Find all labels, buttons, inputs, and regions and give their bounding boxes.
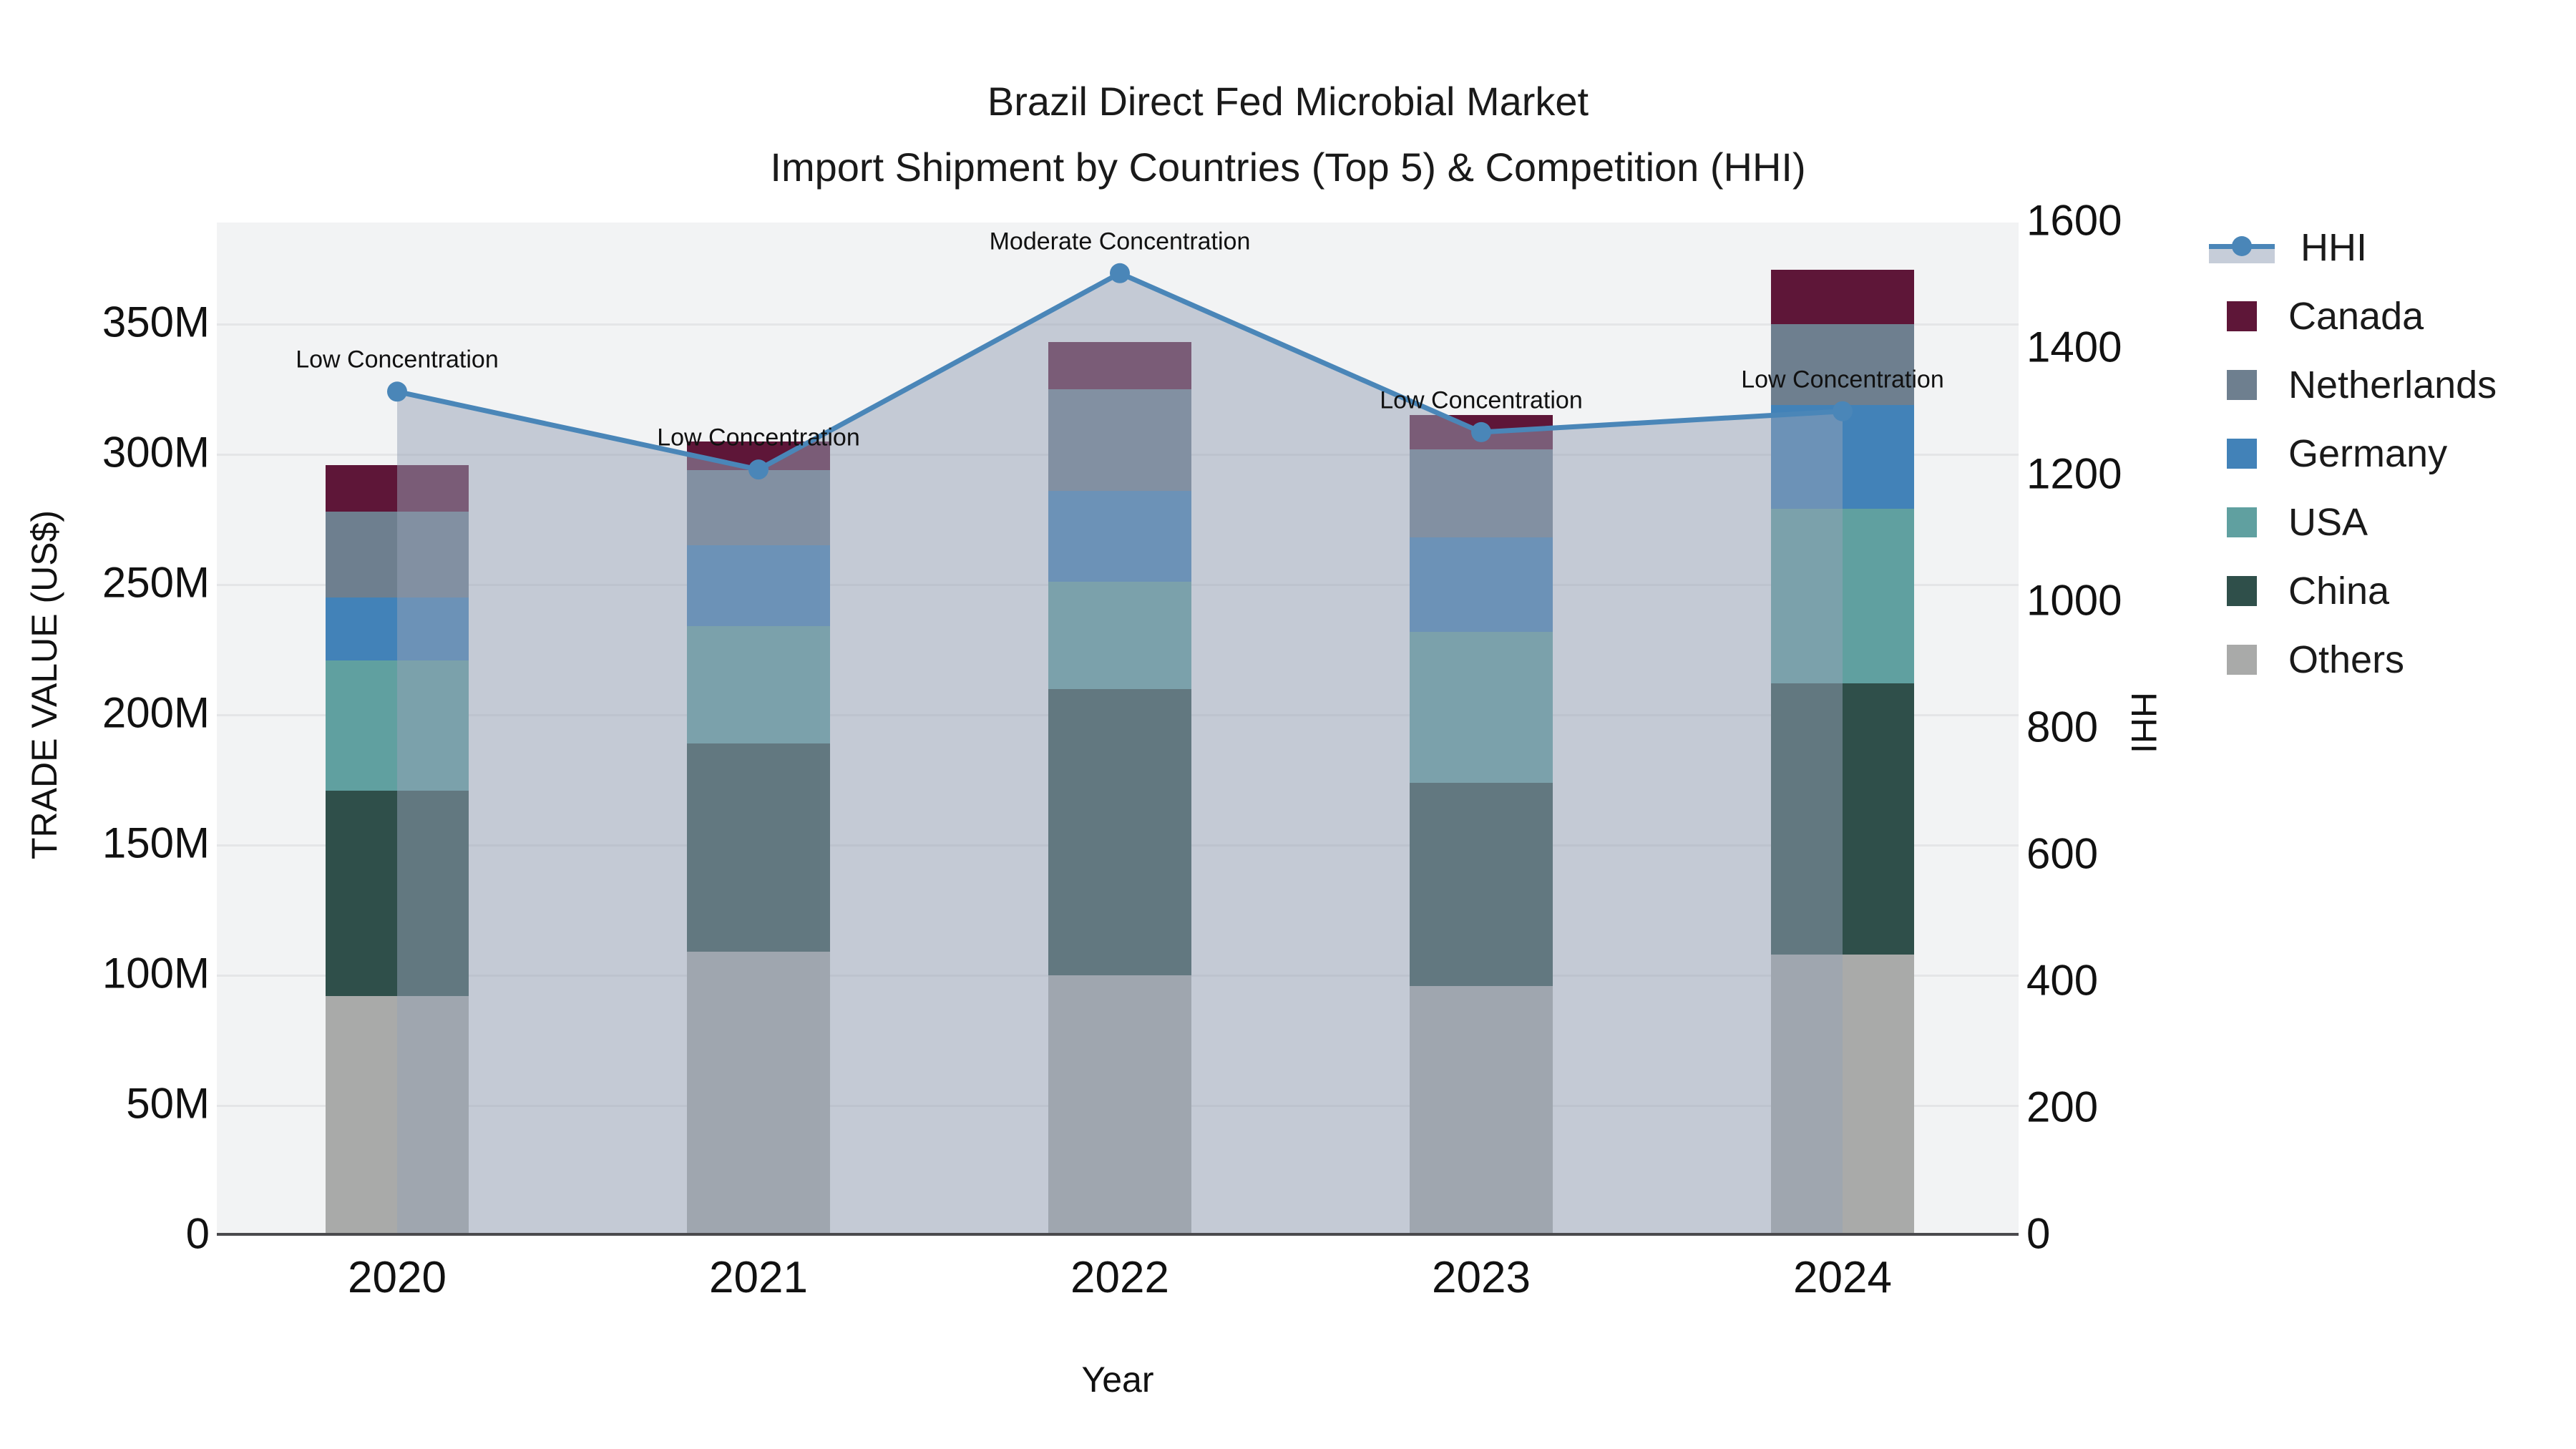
x-tick-label: 2022 bbox=[1070, 1253, 1169, 1302]
legend-item-usa: USA bbox=[2204, 501, 2368, 544]
legend-label: Others bbox=[2288, 638, 2405, 681]
right-tick-label: 800 bbox=[2026, 703, 2099, 751]
hhi-legend-line-sample bbox=[2209, 236, 2275, 263]
legend-swatch bbox=[2227, 645, 2257, 675]
legend-label: Canada bbox=[2288, 295, 2424, 338]
x-tick-label: 2024 bbox=[1793, 1253, 1892, 1302]
left-tick-label: 50M bbox=[126, 1079, 210, 1128]
chart-title-line2: Import Shipment by Countries (Top 5) & C… bbox=[770, 145, 1806, 190]
legend-swatch bbox=[2227, 439, 2257, 469]
x-tick-label: 2020 bbox=[348, 1253, 447, 1302]
left-tick-label: 350M bbox=[102, 298, 210, 346]
x-tick-label: 2023 bbox=[1432, 1253, 1531, 1302]
right-tick-label: 1600 bbox=[2026, 196, 2122, 245]
legend-item-china: China bbox=[2204, 570, 2389, 613]
left-tick-label: 300M bbox=[102, 428, 210, 477]
chart-title-line1: Brazil Direct Fed Microbial Market bbox=[987, 79, 1589, 124]
legend-label: China bbox=[2288, 570, 2390, 613]
hhi-marker bbox=[1471, 421, 1491, 442]
right-tick-label: 1400 bbox=[2026, 323, 2122, 371]
legend-label: HHI bbox=[2301, 226, 2367, 269]
x-tick-label: 2021 bbox=[709, 1253, 808, 1302]
left-tick-label: 200M bbox=[102, 688, 210, 737]
hhi-marker bbox=[748, 459, 769, 480]
right-tick-label: 400 bbox=[2026, 956, 2099, 1005]
legend-label: Germany bbox=[2288, 432, 2448, 475]
right-tick-label: 200 bbox=[2026, 1083, 2099, 1131]
hhi-annotation: Moderate Concentration bbox=[989, 228, 1251, 255]
hhi-annotation: Low Concentration bbox=[296, 346, 499, 374]
legend-item-others: Others bbox=[2204, 638, 2404, 681]
left-tick-label: 100M bbox=[102, 949, 210, 997]
legend-item-hhi: HHI bbox=[2204, 226, 2367, 269]
legend-swatch bbox=[2227, 507, 2257, 537]
legend-swatch bbox=[2227, 576, 2257, 606]
right-tick-label: 0 bbox=[2026, 1209, 2051, 1258]
legend-label: Netherlands bbox=[2288, 364, 2497, 406]
hhi-marker bbox=[1833, 401, 1853, 421]
hhi-marker bbox=[387, 381, 407, 402]
x-axis-spine bbox=[217, 1233, 2019, 1236]
right-axis-title: HHI bbox=[2124, 691, 2164, 754]
right-tick-label: 1200 bbox=[2026, 449, 2122, 498]
legend-item-netherlands: Netherlands bbox=[2204, 364, 2497, 406]
legend-item-canada: Canada bbox=[2204, 295, 2424, 338]
right-tick-label: 600 bbox=[2026, 829, 2099, 878]
right-tick-label: 1000 bbox=[2026, 576, 2122, 625]
hhi-marker bbox=[1110, 263, 1130, 283]
left-tick-label: 250M bbox=[102, 558, 210, 607]
bar-segment-netherlands bbox=[1771, 324, 1914, 405]
legend-swatch bbox=[2227, 301, 2257, 331]
left-tick-label: 0 bbox=[185, 1209, 210, 1258]
legend-label: USA bbox=[2288, 501, 2368, 544]
hhi-area-fill bbox=[397, 273, 1843, 1234]
left-axis-title: TRADE VALUE (US$) bbox=[24, 509, 64, 860]
hhi-annotation: Low Concentration bbox=[1741, 366, 1944, 394]
legend-swatch bbox=[2227, 370, 2257, 400]
legend-item-germany: Germany bbox=[2204, 432, 2447, 475]
hhi-annotation: Low Concentration bbox=[657, 424, 860, 452]
hhi-legend-marker bbox=[2232, 236, 2252, 256]
bar-segment-canada bbox=[1771, 269, 1914, 324]
x-axis-title: Year bbox=[1081, 1360, 1154, 1400]
left-tick-label: 150M bbox=[102, 819, 210, 867]
chart-title: Brazil Direct Fed Microbial Market Impor… bbox=[770, 69, 1805, 200]
hhi-annotation: Low Concentration bbox=[1380, 386, 1583, 414]
